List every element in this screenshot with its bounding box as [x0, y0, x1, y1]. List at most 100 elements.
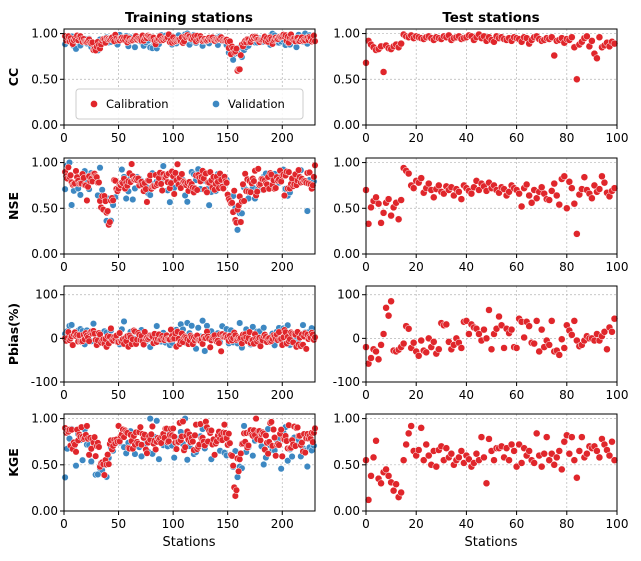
- test-point: [409, 184, 418, 192]
- validation-point: [129, 195, 137, 204]
- test-point: [402, 440, 410, 449]
- test-point: [505, 456, 513, 464]
- y-tick-label: 0.50: [31, 201, 58, 215]
- test-point: [610, 39, 619, 48]
- test-point: [377, 219, 385, 227]
- calibration-point: [91, 433, 99, 441]
- axes-frame: [63, 285, 316, 383]
- test-point: [547, 187, 556, 195]
- test-point: [547, 33, 556, 41]
- test-point: [379, 330, 388, 338]
- training-column-title: Training stations: [125, 10, 253, 26]
- test-point: [457, 344, 466, 352]
- calibration-point: [104, 207, 112, 215]
- training-kge-points: [61, 415, 319, 500]
- x-tick-label: 0: [362, 388, 370, 402]
- x-tick-label: 100: [606, 388, 629, 402]
- test-point: [500, 344, 508, 352]
- test-point: [542, 433, 551, 441]
- calibration-point: [253, 188, 261, 196]
- y-tick-label: 1.00: [31, 412, 58, 426]
- calibration-point: [104, 451, 112, 459]
- calibration-point: [157, 180, 165, 188]
- test-point: [465, 330, 473, 338]
- x-tick-label: 0: [60, 131, 68, 145]
- calibration-point: [278, 452, 286, 460]
- calibration-point: [309, 438, 317, 446]
- test-point: [600, 178, 609, 187]
- test-point: [550, 51, 558, 60]
- calibration-point: [250, 177, 258, 185]
- x-tick-label: 50: [111, 388, 126, 402]
- test-point: [465, 455, 473, 464]
- y-tick-label: 0: [352, 331, 360, 345]
- test-point: [522, 180, 531, 189]
- validation-point: [61, 473, 69, 481]
- test-point: [450, 191, 458, 200]
- calibration-point: [301, 449, 309, 457]
- legend: Calibration Validation: [75, 88, 304, 120]
- test-point: [447, 449, 456, 458]
- test-point: [417, 174, 425, 182]
- calibration-point: [219, 184, 227, 192]
- calibration-point: [158, 186, 166, 195]
- test-point: [374, 355, 383, 364]
- test-point: [547, 449, 556, 458]
- test-cc-panel: 0.00 0.50 1.00 0 20 40 60 80 100: [333, 27, 628, 145]
- training-x-axis-label: Stations: [163, 535, 216, 550]
- test-point: [575, 447, 584, 455]
- calibration-point: [280, 191, 288, 200]
- test-point: [545, 456, 553, 464]
- calibration-point: [107, 324, 115, 332]
- calibration-point: [264, 450, 272, 458]
- x-tick-label: 20: [409, 260, 424, 274]
- axes-frame: [63, 28, 316, 126]
- test-point: [520, 333, 528, 342]
- calibration-point: [143, 198, 151, 206]
- test-point: [515, 189, 523, 198]
- test-point: [417, 336, 425, 345]
- x-tick-label: 150: [216, 131, 239, 145]
- kge-y-axis-label: KGE: [6, 448, 21, 477]
- calibration-point: [206, 343, 214, 351]
- calibration-point: [277, 426, 285, 434]
- test-point: [588, 37, 596, 45]
- test-point: [384, 472, 393, 480]
- calibration-point: [271, 434, 279, 442]
- test-point: [485, 306, 493, 314]
- test-point: [490, 456, 498, 464]
- test-point: [537, 462, 546, 471]
- calibration-point: [285, 168, 293, 176]
- test-point: [399, 339, 408, 348]
- x-tick-label: 60: [509, 388, 524, 402]
- x-tick-label: 100: [162, 388, 185, 402]
- validation-point: [153, 417, 161, 425]
- test-point: [553, 453, 561, 462]
- validation-point: [233, 226, 242, 234]
- test-point: [480, 325, 488, 334]
- calibration-point: [275, 441, 283, 449]
- test-point: [525, 322, 533, 330]
- test-point: [379, 209, 388, 217]
- validation-point: [288, 452, 296, 461]
- calibration-point: [231, 492, 239, 500]
- test-point: [610, 456, 619, 464]
- validation-point: [89, 320, 98, 328]
- test-point: [532, 429, 541, 438]
- calibration-point: [95, 443, 103, 451]
- x-tick-label: 150: [216, 388, 239, 402]
- calibration-point: [309, 181, 317, 189]
- calibration-point: [237, 218, 245, 226]
- test-point: [435, 181, 443, 190]
- training-cc-panel: 0.00 0.50 1.00 0 50 100 150 200 Calibration Valid…: [31, 27, 319, 145]
- calibration-point: [230, 187, 238, 195]
- training-pbias-points: [61, 317, 319, 355]
- calibration-point: [100, 471, 108, 479]
- test-point: [377, 479, 385, 488]
- calibration-point: [237, 51, 245, 59]
- test-kge-points: [362, 422, 619, 504]
- training-cc-points: [61, 30, 319, 75]
- calibration-point: [302, 345, 310, 353]
- x-tick-label: 60: [509, 131, 524, 145]
